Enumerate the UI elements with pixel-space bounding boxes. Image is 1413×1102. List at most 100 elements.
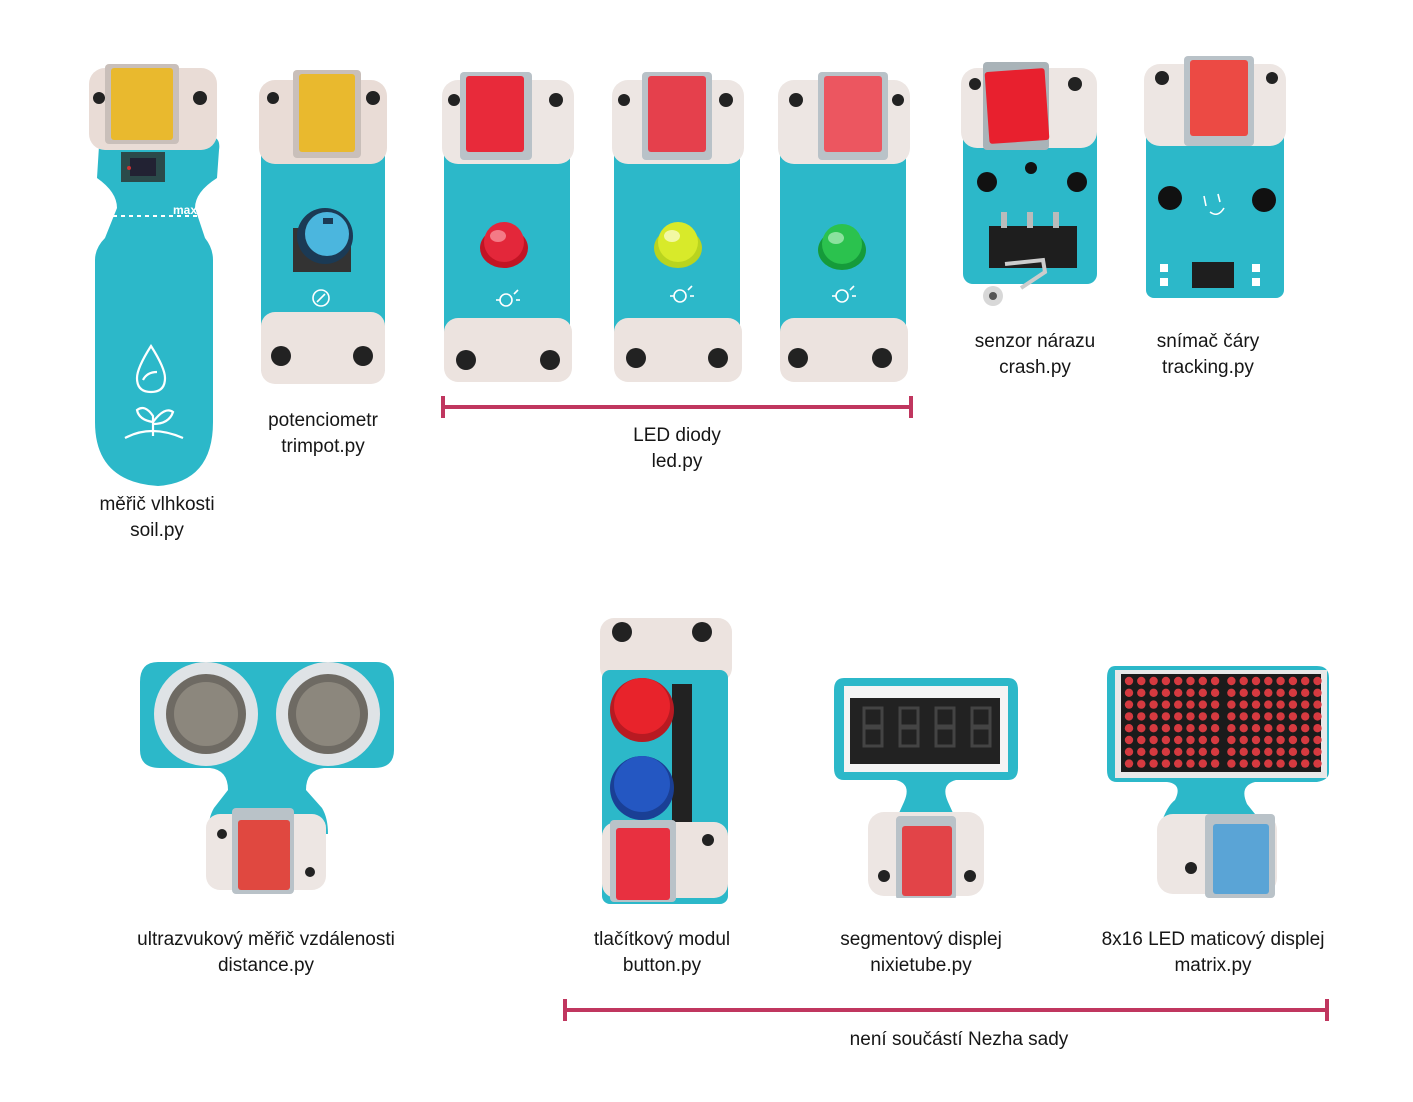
led-dot [1227, 676, 1236, 686]
led-dot [1186, 759, 1195, 768]
led-dot [1210, 724, 1220, 733]
led-dot [1186, 700, 1195, 709]
led-dot [1288, 735, 1298, 745]
led-dot [1137, 759, 1146, 768]
caption-led: LED diody led.py [633, 423, 721, 475]
not-in-kit-bracket [563, 999, 1329, 1021]
led-dot [1161, 724, 1171, 733]
led-dot [1149, 724, 1158, 733]
led-module-red [442, 72, 574, 382]
led-dot [1161, 747, 1171, 756]
led-dot [1276, 688, 1285, 697]
led-module-yellow [612, 72, 744, 382]
led-dot [1239, 724, 1248, 733]
led-dot [1124, 735, 1134, 745]
led-dot [1186, 735, 1195, 745]
led-dot [1227, 712, 1236, 721]
led-dot [1149, 700, 1158, 709]
led-dot [1288, 712, 1298, 721]
led-dot [1251, 735, 1261, 745]
led-dot [1313, 700, 1322, 709]
led-dot [1301, 759, 1310, 768]
led-dot [1161, 676, 1171, 686]
led-group-bracket [441, 396, 913, 418]
module-file: nixietube.py [870, 955, 972, 976]
led-dot [1313, 712, 1322, 721]
led-dot [1174, 712, 1183, 721]
led-dot [1301, 747, 1310, 756]
led-dot [1264, 759, 1273, 768]
led-dot [1149, 759, 1158, 768]
led-dot [1198, 700, 1207, 709]
led-dot [1227, 688, 1236, 697]
led-dot [1174, 700, 1183, 709]
led-dot [1264, 676, 1273, 686]
led-dot [1276, 676, 1285, 686]
module-name: ultrazvukový měřič vzdálenosti [137, 929, 395, 950]
water-drop-sprout-icon [124, 343, 184, 440]
led-dot [1210, 735, 1220, 745]
led-dot [1210, 759, 1220, 768]
led-dot [1149, 712, 1158, 721]
led-dot [1186, 724, 1195, 733]
module-file: crash.py [999, 357, 1071, 378]
led-dot [1137, 688, 1146, 697]
led-dot [1124, 700, 1134, 709]
led-dot [1251, 688, 1261, 697]
led-dot [1124, 747, 1134, 756]
led-dot [1251, 747, 1261, 756]
led-dot [1288, 759, 1298, 768]
led-dot [1174, 724, 1183, 733]
led-dot [1198, 759, 1207, 768]
group-file: led.py [651, 451, 703, 472]
module-name: 8x16 LED maticový displej [1101, 929, 1325, 950]
bulb-icon [496, 289, 520, 307]
caption-button: tlačítkový modul button.py [594, 927, 730, 979]
led-dot [1174, 759, 1183, 768]
led-dot [1174, 747, 1183, 756]
led-dot [1137, 735, 1146, 745]
module-file: trimpot.py [281, 436, 365, 457]
led-dot [1149, 688, 1158, 697]
led-dot [1227, 735, 1236, 745]
caption-nixietube: segmentový displej nixietube.py [840, 927, 1002, 979]
led-dot [1186, 712, 1195, 721]
led-dot [1227, 700, 1236, 709]
led-dot [1301, 735, 1310, 745]
led-dot [1124, 724, 1134, 733]
led-dot [1251, 676, 1261, 686]
led-dot [1251, 712, 1261, 721]
led-dot [1313, 724, 1322, 733]
module-file: tracking.py [1162, 357, 1254, 378]
led-dot [1210, 688, 1220, 697]
group-name: LED diody [633, 425, 721, 446]
led-dot [1313, 688, 1322, 697]
led-dot [1161, 759, 1171, 768]
led-dot [1313, 735, 1322, 745]
led-dot [1161, 688, 1171, 697]
led-dot [1251, 700, 1261, 709]
button-module [600, 618, 732, 904]
led-dot [1124, 759, 1134, 768]
caption-not-in-kit: není součástí Nezha sady [850, 1027, 1069, 1053]
led-dot [1264, 747, 1273, 756]
led-dot [1137, 700, 1146, 709]
led-dot [1137, 747, 1146, 756]
crash-sensor-module [961, 62, 1097, 306]
led-dot [1239, 747, 1248, 756]
led-dot [1161, 700, 1171, 709]
led-matrix-module [1107, 666, 1329, 898]
led-dot [1288, 724, 1298, 733]
soil-board-label: max [173, 203, 197, 217]
led-dot [1239, 688, 1248, 697]
led-dot [1264, 700, 1273, 709]
led-dot [1251, 759, 1261, 768]
led-dot [1288, 676, 1298, 686]
tracking-sensor-module [1144, 56, 1286, 298]
module-file: distance.py [217, 955, 315, 976]
not-in-kit-label: není součástí Nezha sady [849, 1029, 1069, 1050]
led-dot [1186, 688, 1195, 697]
led-dot [1137, 676, 1146, 686]
led-dot [1227, 747, 1236, 756]
led-dot [1239, 759, 1248, 768]
